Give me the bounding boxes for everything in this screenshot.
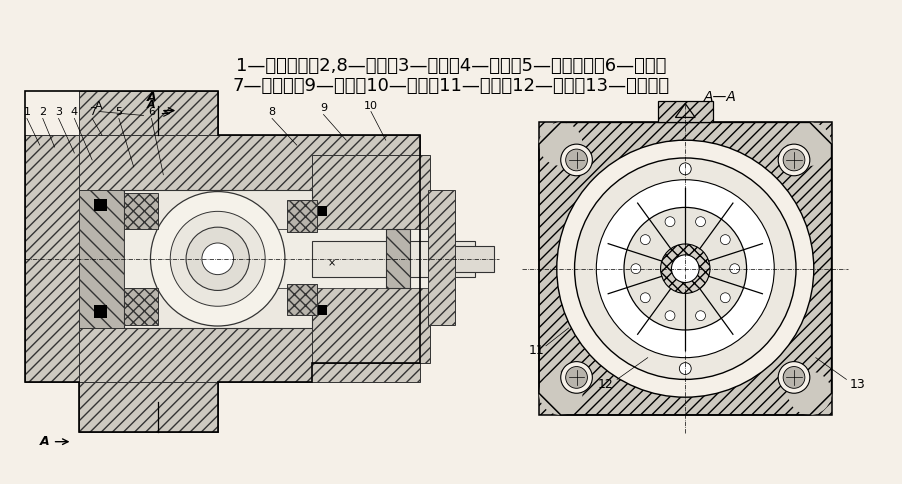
Circle shape bbox=[151, 192, 285, 326]
Circle shape bbox=[539, 122, 583, 166]
Circle shape bbox=[561, 144, 593, 176]
Text: 13: 13 bbox=[850, 378, 865, 391]
Text: A: A bbox=[147, 100, 156, 109]
Circle shape bbox=[783, 149, 805, 171]
Circle shape bbox=[695, 311, 705, 320]
Circle shape bbox=[665, 311, 675, 320]
Circle shape bbox=[730, 264, 740, 273]
Circle shape bbox=[596, 180, 774, 358]
Circle shape bbox=[561, 362, 593, 393]
Circle shape bbox=[695, 217, 705, 227]
Text: 10: 10 bbox=[364, 101, 378, 110]
Circle shape bbox=[202, 243, 234, 274]
Bar bbox=[124, 229, 430, 288]
Text: 5: 5 bbox=[115, 107, 123, 118]
Circle shape bbox=[660, 244, 710, 293]
Circle shape bbox=[539, 372, 583, 415]
Circle shape bbox=[557, 140, 814, 397]
Bar bbox=[124, 190, 311, 328]
Bar bbox=[287, 200, 317, 232]
Circle shape bbox=[566, 149, 587, 171]
Polygon shape bbox=[79, 382, 217, 432]
Polygon shape bbox=[25, 328, 420, 382]
Bar bbox=[658, 101, 713, 122]
Polygon shape bbox=[428, 190, 455, 325]
Bar bbox=[430, 246, 494, 272]
Circle shape bbox=[679, 163, 691, 175]
Circle shape bbox=[721, 235, 731, 244]
Polygon shape bbox=[25, 135, 79, 382]
Circle shape bbox=[671, 255, 699, 283]
Text: 7—前泵体；9—油封；10—盖板；11—叶片；12—转子；13—紧固螺钉: 7—前泵体；9—油封；10—盖板；11—叶片；12—转子；13—紧固螺钉 bbox=[233, 77, 669, 95]
Text: A: A bbox=[40, 435, 50, 448]
Polygon shape bbox=[311, 155, 430, 363]
Text: 1—左配油盘；2,8—轴承；3—泵轴；4—定子；5—右配油盘；6—泵体；: 1—左配油盘；2,8—轴承；3—泵轴；4—定子；5—右配油盘；6—泵体； bbox=[235, 57, 667, 75]
Bar bbox=[124, 193, 159, 229]
Circle shape bbox=[721, 293, 731, 302]
Circle shape bbox=[170, 212, 265, 306]
Text: 4: 4 bbox=[71, 107, 78, 118]
Circle shape bbox=[679, 363, 691, 375]
Circle shape bbox=[778, 144, 810, 176]
Text: A: A bbox=[96, 101, 103, 110]
Circle shape bbox=[783, 366, 805, 388]
Circle shape bbox=[788, 122, 832, 166]
Circle shape bbox=[640, 235, 650, 244]
Circle shape bbox=[665, 217, 675, 227]
Bar bbox=[287, 284, 317, 315]
Circle shape bbox=[624, 208, 747, 330]
Circle shape bbox=[778, 362, 810, 393]
Text: A: A bbox=[147, 91, 156, 104]
Bar bbox=[311, 241, 474, 276]
Polygon shape bbox=[79, 190, 124, 328]
Circle shape bbox=[640, 293, 650, 302]
Text: 3: 3 bbox=[55, 107, 62, 118]
Text: 2: 2 bbox=[39, 107, 46, 118]
Circle shape bbox=[630, 264, 640, 273]
Bar bbox=[386, 229, 410, 288]
Text: 8: 8 bbox=[269, 107, 276, 118]
Bar bbox=[318, 206, 327, 216]
Bar bbox=[539, 122, 832, 415]
Circle shape bbox=[186, 227, 249, 290]
Text: 9: 9 bbox=[320, 104, 327, 113]
Circle shape bbox=[575, 158, 796, 379]
Text: 1: 1 bbox=[23, 107, 31, 118]
Circle shape bbox=[566, 366, 587, 388]
Bar bbox=[94, 198, 107, 212]
Text: 6: 6 bbox=[148, 107, 155, 118]
Text: 7: 7 bbox=[88, 107, 96, 118]
Bar bbox=[318, 305, 327, 315]
Text: A—A: A—A bbox=[704, 90, 736, 104]
Polygon shape bbox=[25, 135, 420, 190]
Text: ×: × bbox=[327, 259, 336, 269]
Polygon shape bbox=[79, 91, 217, 135]
Bar bbox=[124, 288, 159, 325]
Bar bbox=[94, 305, 107, 318]
Text: 12: 12 bbox=[597, 378, 613, 391]
Circle shape bbox=[788, 372, 832, 415]
Text: 11: 11 bbox=[529, 344, 545, 357]
